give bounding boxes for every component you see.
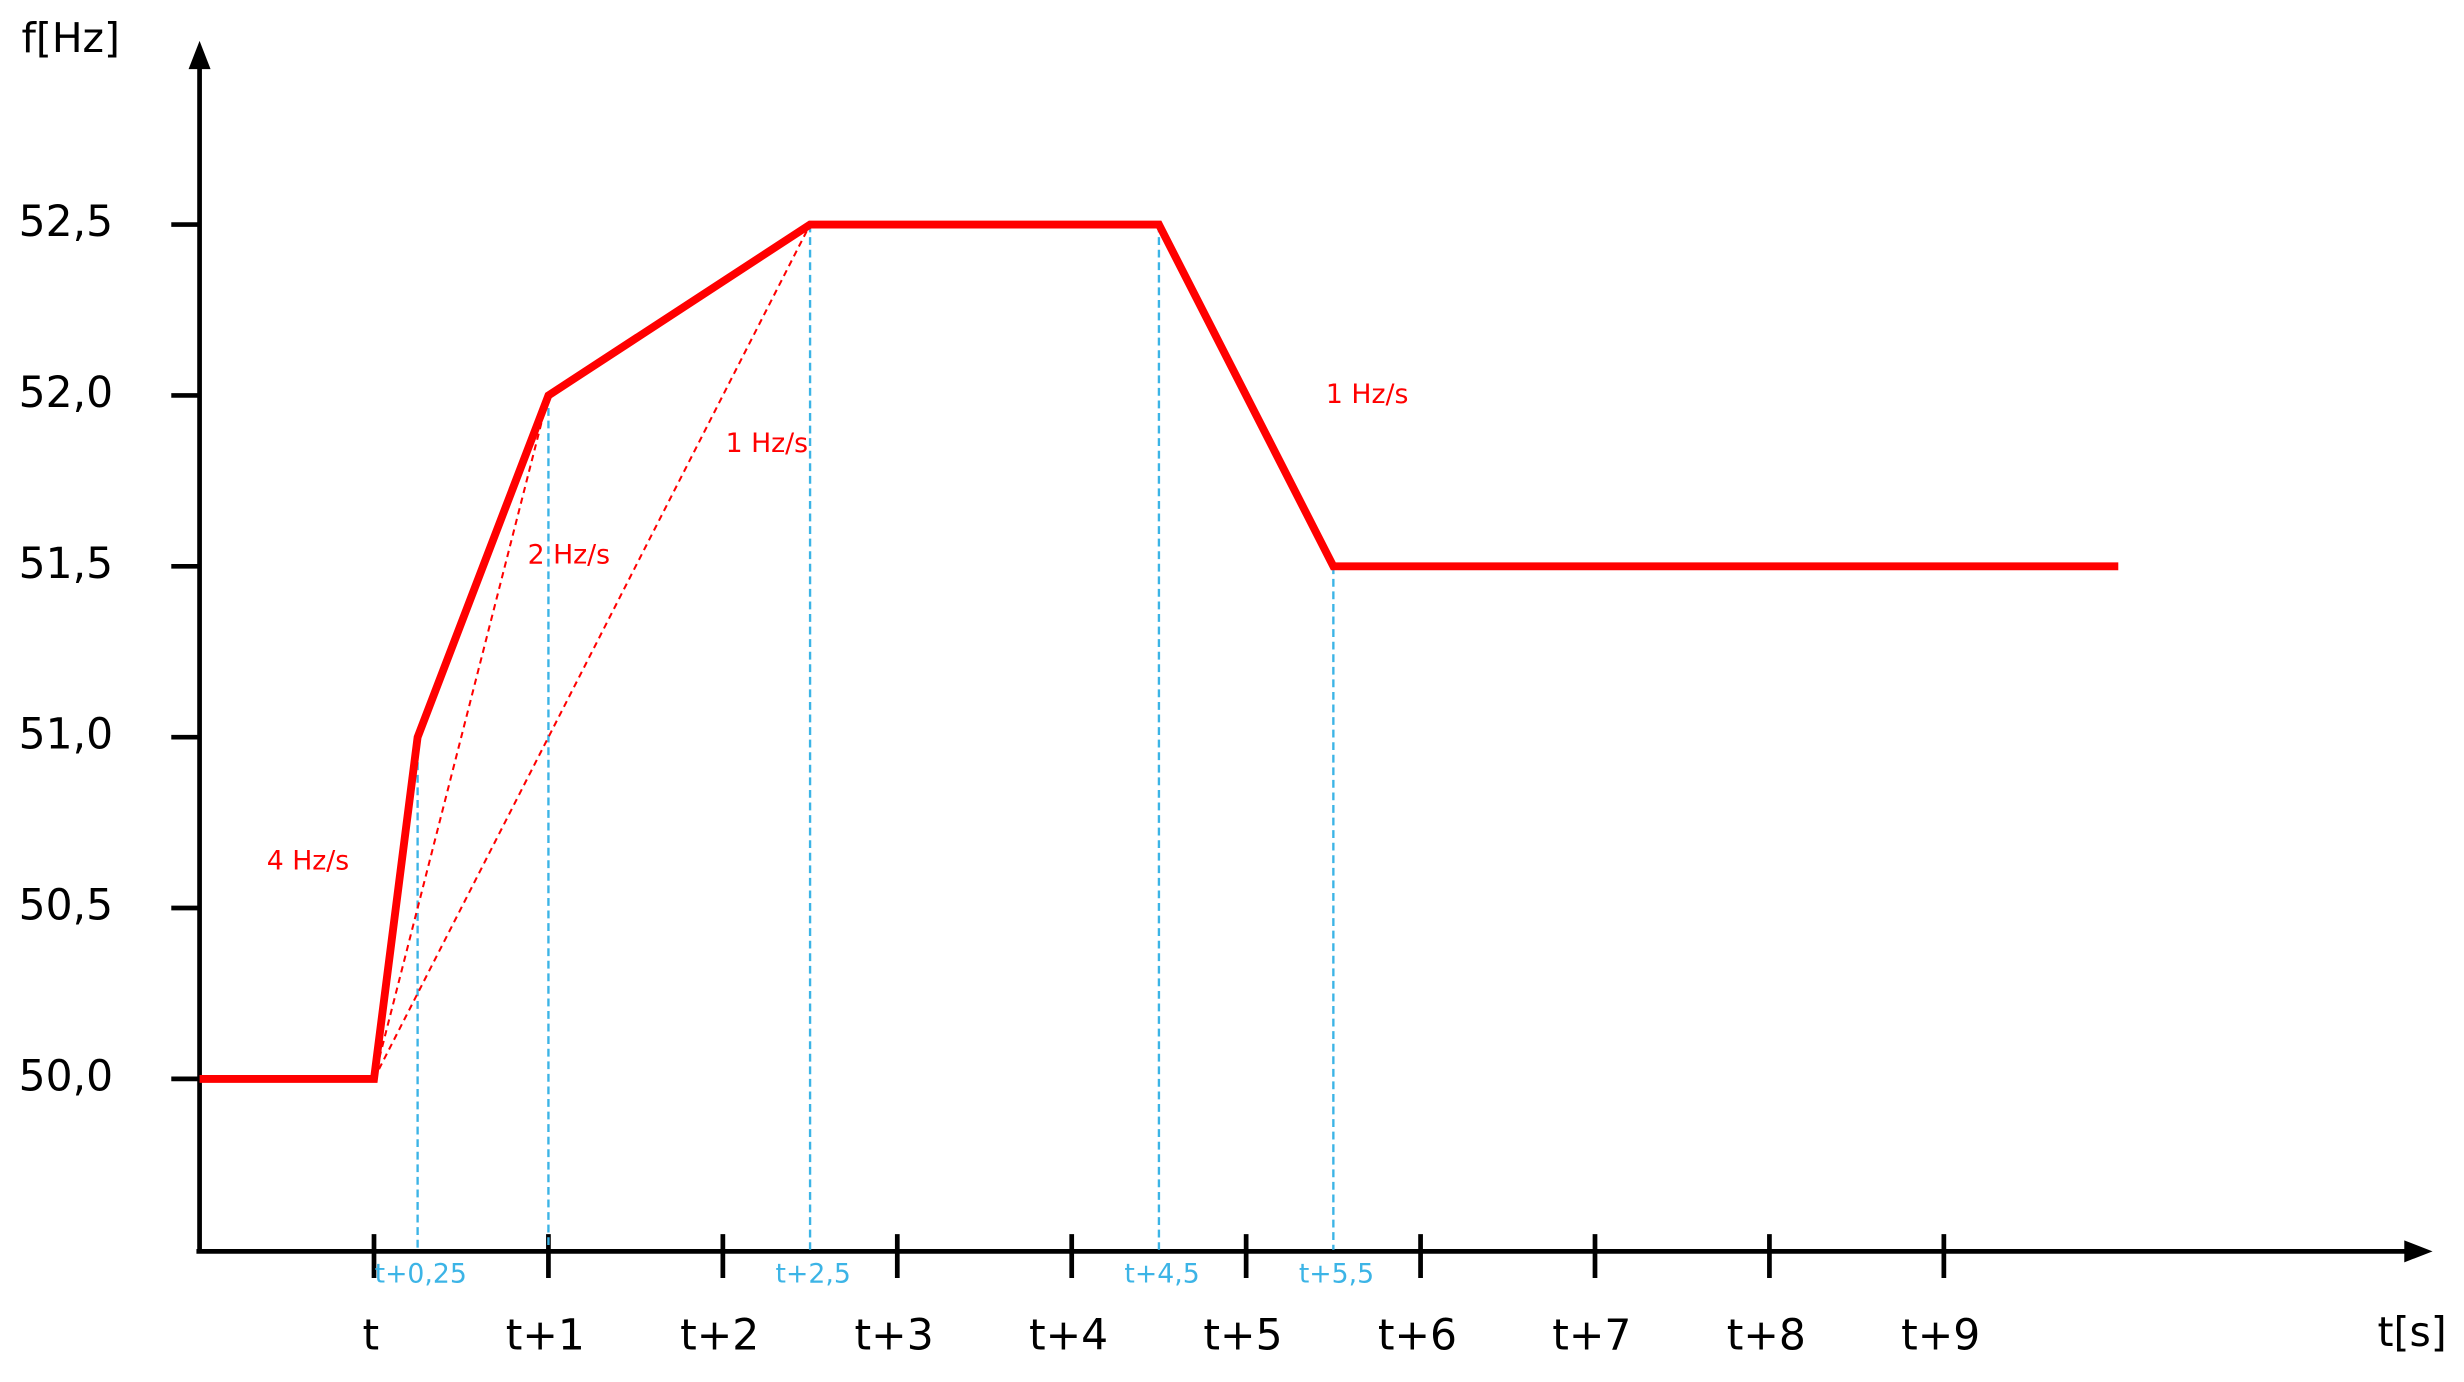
x-tick-label: t+5 <box>1203 1312 1282 1361</box>
x-tick-label: t+4 <box>1029 1312 1108 1361</box>
slope-annotation: 1 Hz/s <box>1326 379 1408 410</box>
marker-tick-label: t+2,5 <box>776 1259 851 1290</box>
y-tick-label: 52,5 <box>19 198 113 247</box>
y-tick-label: 50,0 <box>19 1052 113 1101</box>
x-axis-arrow <box>2404 1240 2433 1263</box>
y-tick-label: 50,5 <box>19 882 113 931</box>
x-tick-label: t+7 <box>1552 1312 1631 1361</box>
x-tick-label: t+8 <box>1727 1312 1806 1361</box>
y-axis-arrow <box>188 40 211 70</box>
y-tick-label: 52,0 <box>19 369 113 418</box>
y-tick-label: 51,0 <box>19 711 113 760</box>
x-axis-label: t[s] <box>2378 1308 2447 1356</box>
x-tick-label: t+1 <box>506 1312 585 1361</box>
x-tick-label: t+9 <box>1901 1312 1980 1361</box>
y-tick-label: 51,5 <box>19 540 113 589</box>
reference-line <box>373 224 811 1080</box>
marker-tick-label: t+0,25 <box>375 1259 467 1290</box>
marker-tick-label: t+4,5 <box>1124 1259 1199 1290</box>
data-line <box>199 220 2119 1083</box>
slope-annotation: 1 Hz/s <box>726 428 808 459</box>
slope-annotation: 2 Hz/s <box>528 539 610 570</box>
x-tick-label: t+3 <box>855 1312 934 1361</box>
x-tick-label: t+6 <box>1378 1312 1457 1361</box>
x-tick-label: t <box>363 1312 380 1361</box>
slope-annotation: 4 Hz/s <box>267 846 349 877</box>
reference-line <box>373 395 550 1080</box>
x-tick-label: t+2 <box>680 1312 759 1361</box>
marker-tick-label: t+5,5 <box>1299 1259 1374 1290</box>
y-axis-label: f[Hz] <box>22 14 120 62</box>
